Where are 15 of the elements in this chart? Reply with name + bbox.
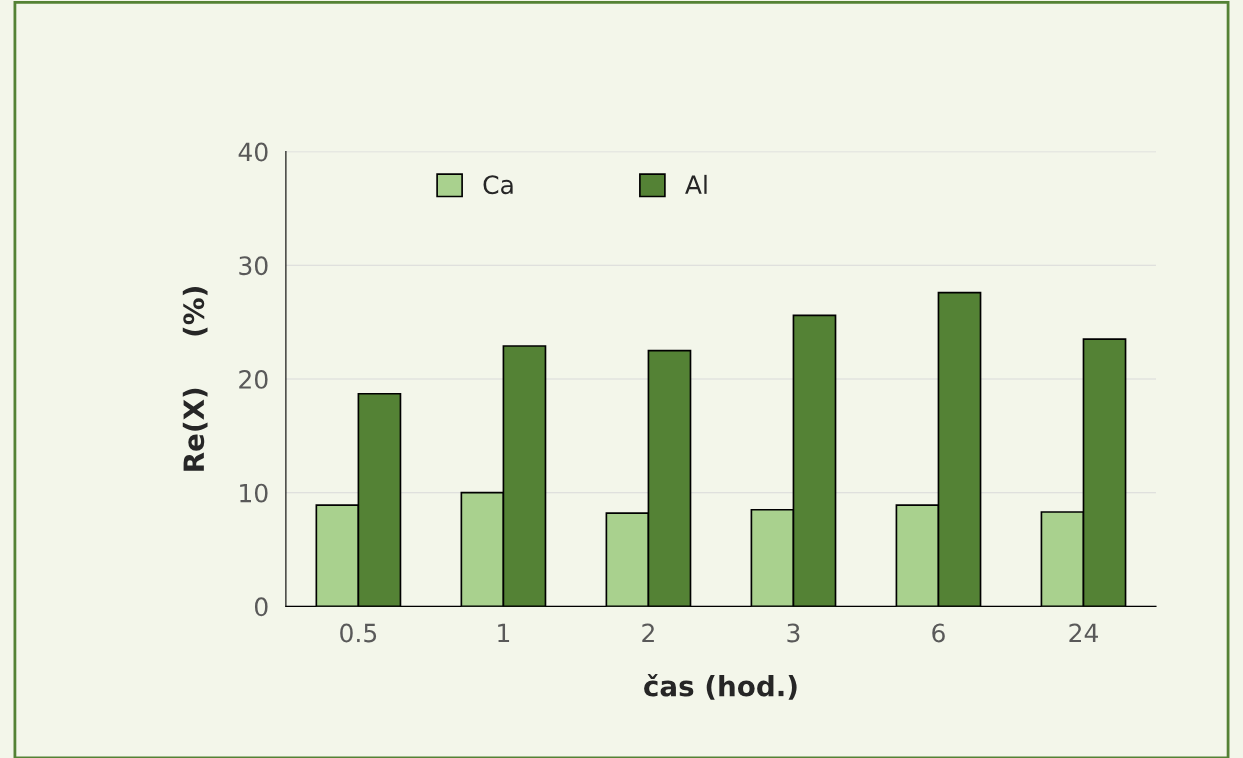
x-tick-label: 0.5: [340, 623, 377, 643]
x-tick-label: 2: [642, 623, 654, 643]
legend-label: Al: [685, 174, 707, 194]
y-axis-title: Re(X) (%): [182, 287, 208, 471]
x-tick-label: 3: [787, 623, 800, 643]
y-tick-label: 10: [240, 483, 268, 503]
x-tick-label: 24: [1069, 623, 1098, 643]
y-tick-label: 0: [254, 597, 268, 617]
x-axis-title: čas (hod.): [644, 673, 797, 700]
x-tick-label: 6: [932, 623, 945, 643]
x-tick-label: 1: [498, 623, 510, 643]
y-tick-label: 40: [238, 142, 268, 162]
y-tick-label: 20: [239, 369, 268, 389]
legend-label: Ca: [483, 175, 513, 195]
y-tick-label: 30: [239, 256, 268, 276]
